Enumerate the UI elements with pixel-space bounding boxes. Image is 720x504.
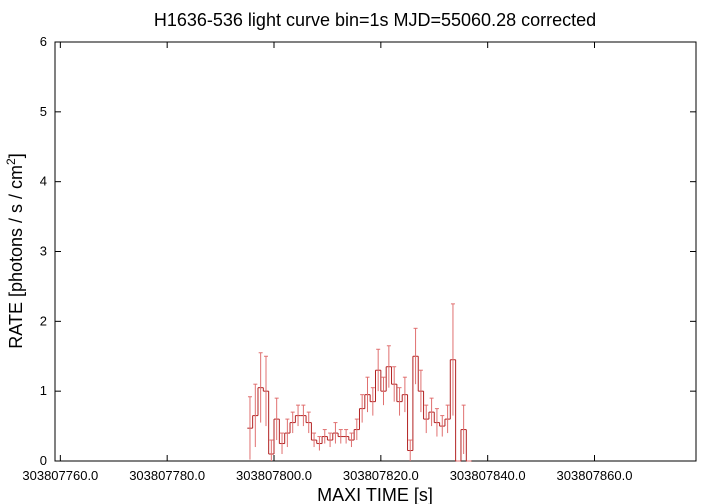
x-tick-label: 303807840.0 [450,468,526,483]
y-axis-label-text: RATE [photons / s / cm [6,165,26,349]
x-tick-label: 303807760.0 [22,468,98,483]
x-tick-label: 303807780.0 [129,468,205,483]
y-axis-label: RATE [photons / s / cm2] [4,153,26,348]
y-axis-label-sup: 2 [4,158,18,165]
y-tick-label: 2 [40,313,47,328]
y-tick-label: 6 [40,34,47,49]
x-axis-label: MAXI TIME [s] [317,485,433,504]
y-tick-label: 1 [40,383,47,398]
y-axis-label-end: ] [6,153,26,158]
x-tick-label: 303807820.0 [343,468,419,483]
y-tick-label: 3 [40,244,47,259]
y-tick-label: 0 [40,453,47,468]
y-tick-label: 4 [40,174,47,189]
y-tick-label: 5 [40,104,47,119]
x-tick-label: 303807800.0 [236,468,312,483]
chart-title: H1636-536 light curve bin=1s MJD=55060.2… [154,10,596,30]
x-tick-label: 303807860.0 [557,468,633,483]
